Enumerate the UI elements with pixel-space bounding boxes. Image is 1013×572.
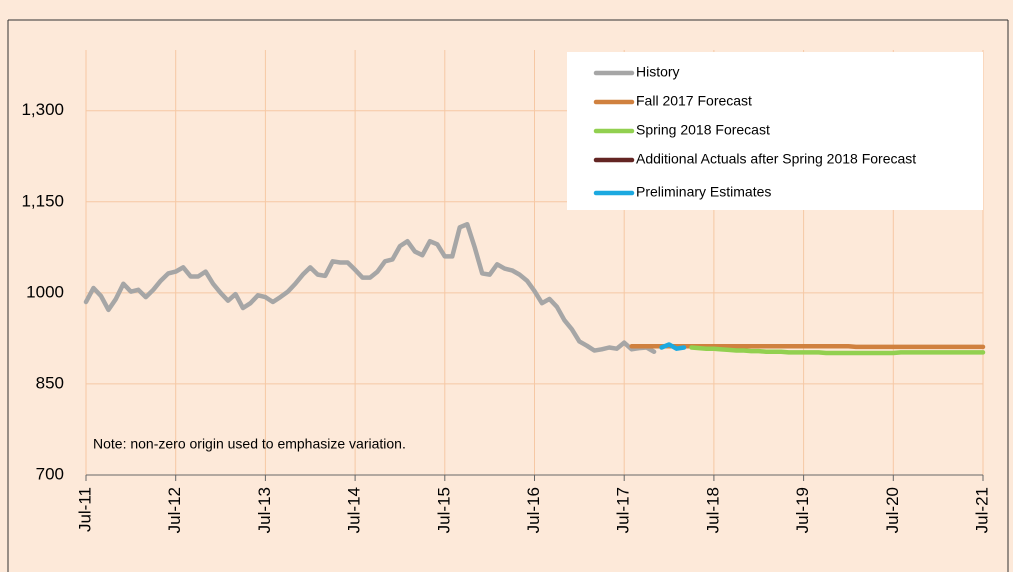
legend-label: History	[636, 64, 680, 80]
series-line	[659, 342, 687, 351]
legend-label: Additional Actuals after Spring 2018 For…	[636, 151, 916, 167]
legend-box	[567, 52, 983, 210]
x-tick-label: Jul-18	[703, 487, 722, 533]
x-tick-label: Jul-14	[345, 487, 364, 533]
y-tick-label: 700	[36, 464, 64, 483]
y-tick-label: 1000	[26, 282, 64, 301]
x-tick-label: Jul-11	[75, 487, 94, 532]
x-tick-label: Jul-12	[165, 487, 184, 533]
x-tick-label: Jul-17	[614, 487, 633, 533]
x-tick-label: Jul-21	[972, 487, 991, 533]
legend-label: Preliminary Estimates	[636, 184, 771, 200]
y-tick-label: 1,150	[21, 191, 64, 210]
series-line	[689, 345, 986, 356]
y-tick-label: 850	[36, 373, 64, 392]
x-tick-label: Jul-20	[883, 487, 902, 533]
x-tick-label: Jul-16	[524, 487, 543, 533]
legend: History Fall 2017 Forecast Spring 2018 For…	[567, 52, 983, 210]
series-line	[83, 222, 657, 354]
x-tick-label: Jul-15	[434, 487, 453, 533]
x-tick-label: Jul-19	[793, 487, 812, 533]
x-tick-label: Jul-13	[255, 487, 274, 533]
annotation: Note: non-zero origin used to emphasize …	[93, 436, 406, 452]
legend-label: Spring 2018 Forecast	[636, 122, 770, 138]
lines	[83, 222, 986, 356]
legend-label: Fall 2017 Forecast	[636, 93, 752, 109]
y-tick-label: 1,300	[21, 100, 64, 119]
